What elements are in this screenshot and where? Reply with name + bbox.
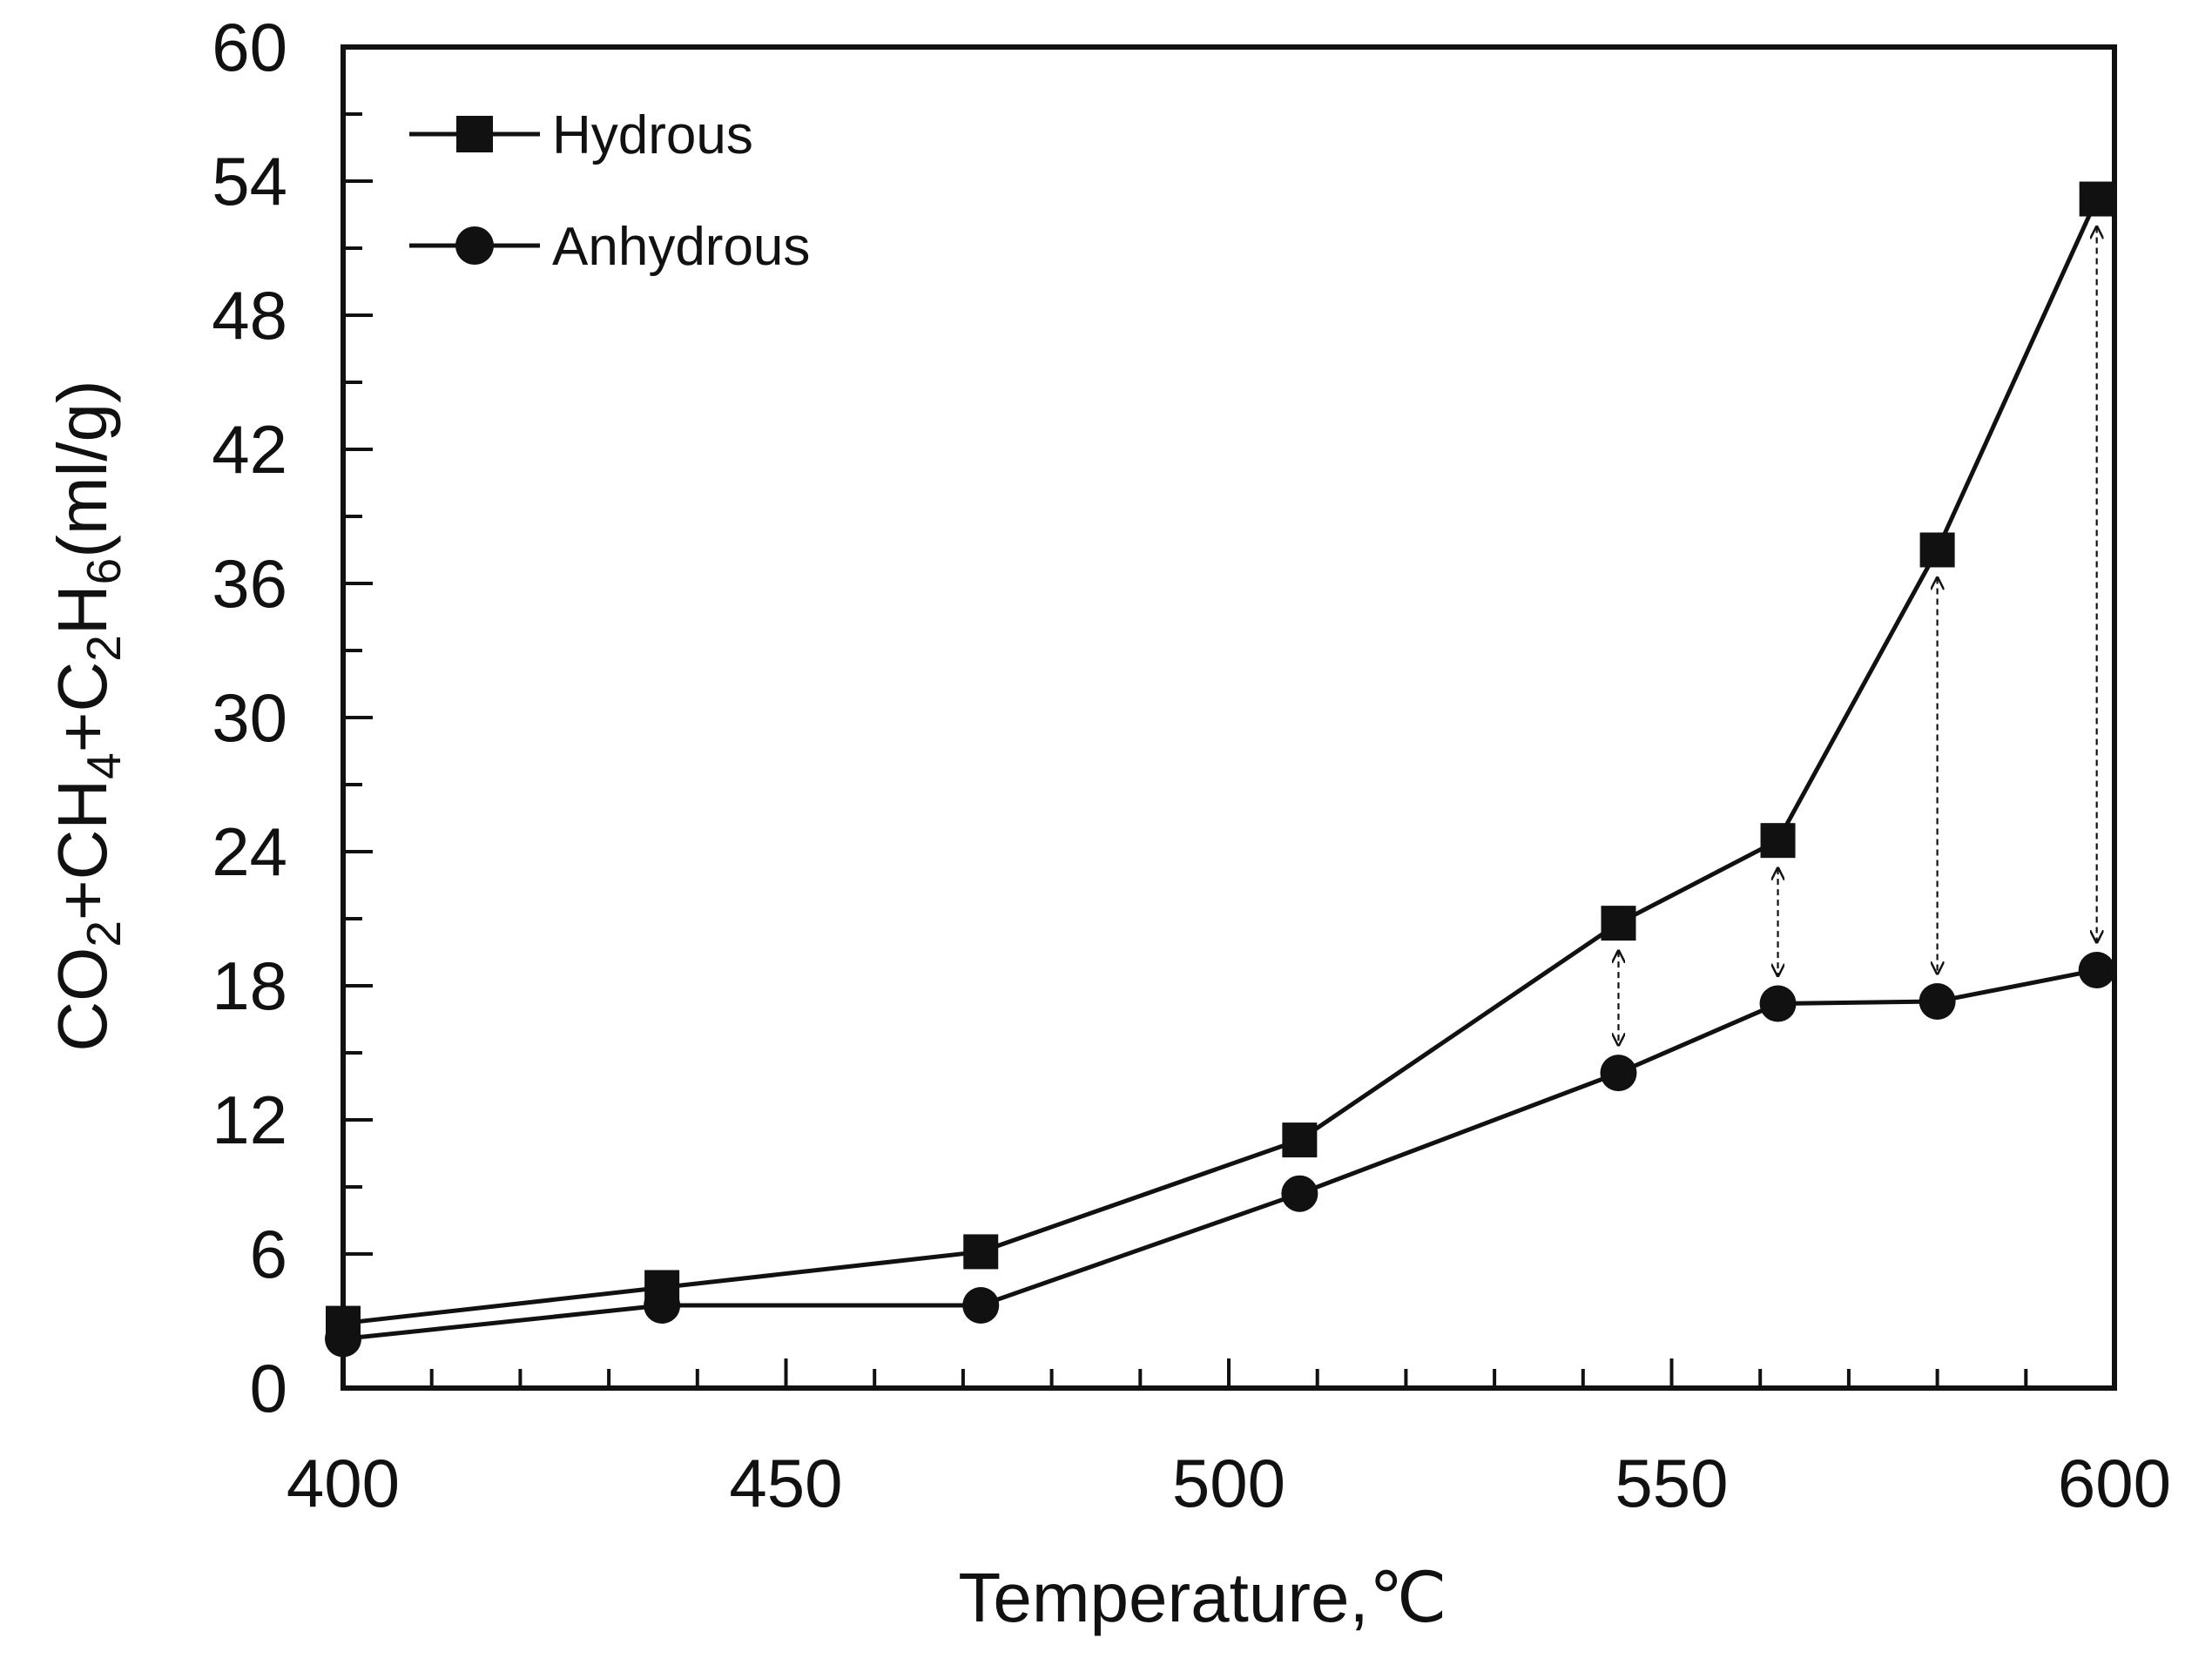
y-axis-title: CO2+CH4+C2H6(ml/g) <box>44 380 131 1051</box>
y-title-part: H <box>44 584 121 635</box>
series-group <box>325 181 2115 1358</box>
data-point-anhydrous <box>644 1287 681 1325</box>
axis-ticks <box>343 112 2028 1388</box>
y-title-sub: 2 <box>77 920 131 947</box>
y-title-sub: 2 <box>77 635 131 662</box>
data-point-anhydrous <box>1600 1055 1637 1092</box>
y-tick-label: 60 <box>212 9 287 85</box>
data-point-hydrous <box>2079 181 2114 217</box>
y-tick-label: 12 <box>212 1082 287 1158</box>
y-tick-label: 30 <box>212 679 287 756</box>
x-tick-labels: 400 450 500 550 600 <box>287 1445 2171 1521</box>
y-tick-label: 18 <box>212 947 287 1024</box>
x-tick-label: 500 <box>1172 1445 1285 1521</box>
series-hydrous <box>326 181 2114 1341</box>
y-tick-label: 36 <box>212 545 287 622</box>
x-tick-label: 550 <box>1615 1445 1728 1521</box>
y-title-part: +C <box>44 662 121 753</box>
legend-marker-anhydrous <box>455 226 494 265</box>
data-point-hydrous <box>1760 823 1796 859</box>
y-tick-label: 54 <box>212 143 287 219</box>
data-point-hydrous <box>1919 532 1955 568</box>
data-point-anhydrous <box>1919 982 1956 1020</box>
data-point-anhydrous <box>2078 952 2115 989</box>
y-title-part: (ml/g) <box>44 380 121 557</box>
legend-marker-hydrous <box>456 116 493 152</box>
legend-label-anhydrous: Anhydrous <box>552 217 810 277</box>
y-tick-label: 6 <box>250 1216 287 1292</box>
data-point-anhydrous <box>325 1320 361 1358</box>
data-point-hydrous <box>1282 1122 1318 1158</box>
data-point-anhydrous <box>1759 985 1797 1022</box>
data-point-anhydrous <box>962 1287 1000 1325</box>
y-tick-label: 48 <box>212 277 287 354</box>
x-tick-label: 400 <box>287 1445 400 1521</box>
data-point-hydrous <box>1601 906 1636 941</box>
y-title-part: +CH <box>44 779 121 920</box>
x-tick-label: 450 <box>729 1445 842 1521</box>
y-tick-label: 42 <box>212 411 287 488</box>
y-title-part: CO <box>44 947 121 1052</box>
y-title-sub: 6 <box>77 558 131 585</box>
data-point-anhydrous <box>1281 1175 1318 1212</box>
x-tick-label: 600 <box>2058 1445 2171 1521</box>
y-tick-label: 0 <box>250 1350 287 1426</box>
x-axis-title: Temperature,℃ <box>958 1559 1447 1636</box>
y-tick-label: 24 <box>212 813 287 890</box>
y-tick-labels: 0 6 12 18 24 30 36 42 48 54 60 <box>212 9 287 1426</box>
series-anhydrous <box>325 952 2115 1358</box>
series-line-hydrous <box>342 198 2099 1326</box>
legend-label-hydrous: Hydrous <box>552 105 753 165</box>
y-title-sub: 4 <box>77 752 131 779</box>
data-point-hydrous <box>963 1234 999 1270</box>
annotations <box>1618 227 2096 1046</box>
legend: Hydrous Anhydrous <box>409 105 810 277</box>
series-line-anhydrous <box>342 967 2098 1342</box>
